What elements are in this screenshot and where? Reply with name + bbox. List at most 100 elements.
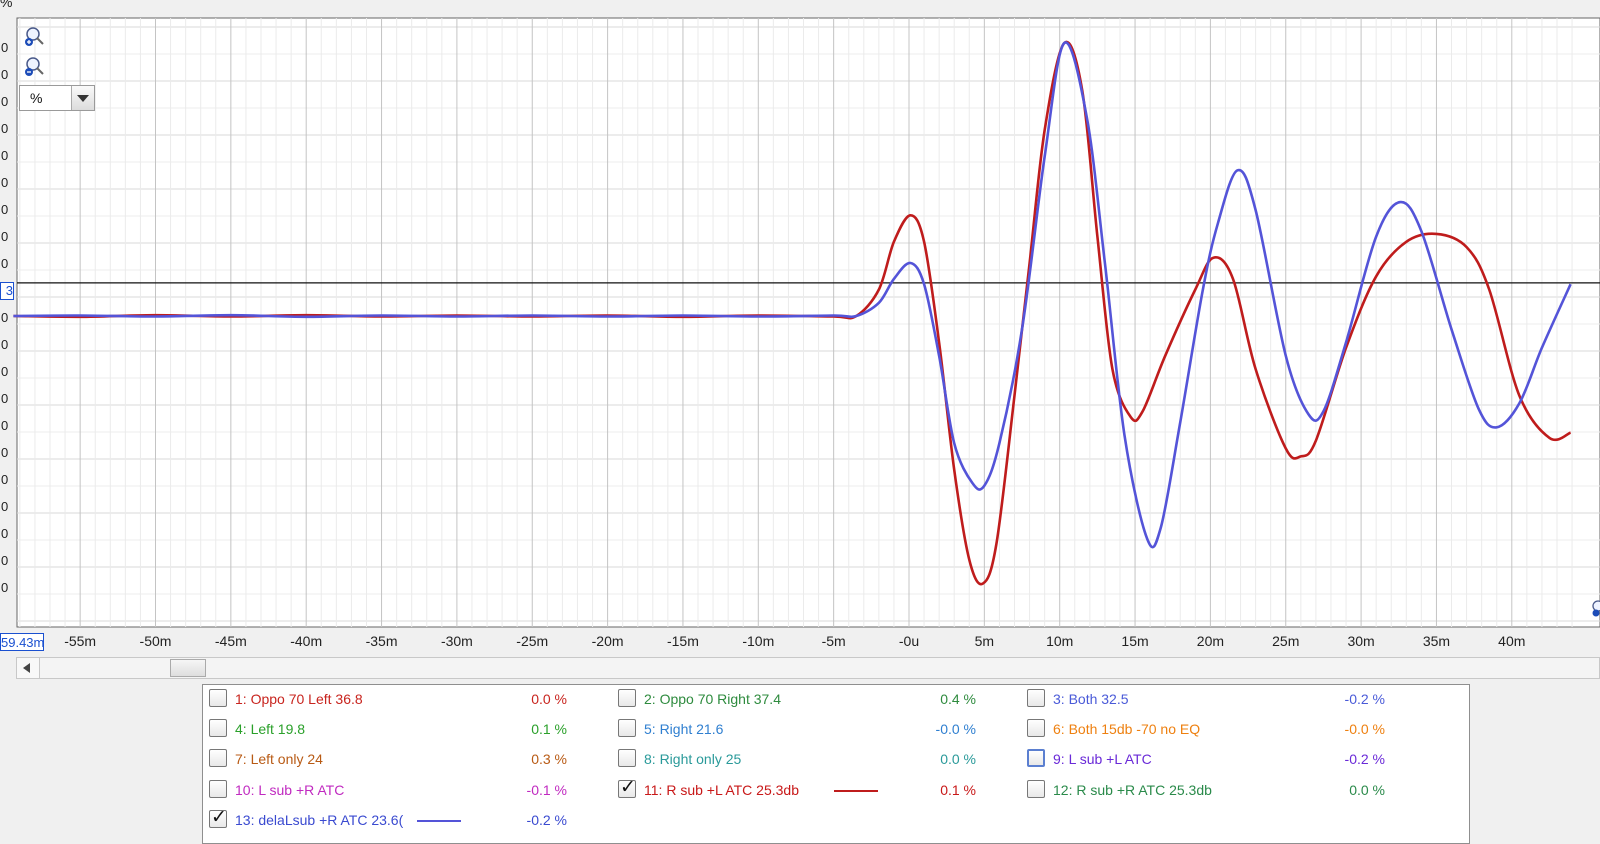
x-tick-label: -5m	[822, 633, 846, 649]
x-min-readout[interactable]: 59.43m	[0, 633, 44, 651]
x-axis-ticks: -55m-50m-45m-40m-35m-30m-25m-20m-15m-10m…	[64, 633, 1525, 649]
legend-color-swatch	[834, 790, 878, 792]
legend-item-value: -0.2 %	[1315, 751, 1385, 767]
legend-item[interactable]: 2: Oppo 70 Right 37.4 0.4 %	[612, 685, 1012, 713]
legend-item-value: 0.0 %	[497, 691, 567, 707]
legend-color-swatch	[417, 820, 461, 822]
y-tick-label: 0	[1, 553, 8, 568]
y-tick-label: 0	[1, 526, 8, 541]
legend-item[interactable]: 9: L sub +L ATC -0.2 %	[1021, 745, 1421, 773]
legend-item-value: -0.2 %	[1315, 691, 1385, 707]
chevron-down-icon[interactable]	[71, 86, 94, 110]
legend-item-label: 9: L sub +L ATC	[1053, 751, 1152, 767]
x-tick-label: 15m	[1121, 633, 1148, 649]
horizontal-scrollbar[interactable]	[16, 657, 1600, 679]
y-tick-label: 0	[1, 445, 8, 460]
legend-item-label: 12: R sub +R ATC 25.3db	[1053, 782, 1212, 798]
legend-item-label: 5: Right 21.6	[644, 721, 723, 737]
y-tick-label: 0	[1, 472, 8, 487]
legend-item-value: 0.1 %	[906, 782, 976, 798]
unit-dropdown[interactable]: %	[19, 85, 95, 111]
x-tick-label: -45m	[215, 633, 247, 649]
x-tick-label: -0u	[899, 633, 919, 649]
legend-item-value: -0.2 %	[497, 812, 567, 828]
unit-dropdown-value: %	[30, 90, 42, 106]
x-tick-label: -35m	[366, 633, 398, 649]
y-axis-unit-label: %	[0, 0, 12, 10]
x-tick-label: -50m	[140, 633, 172, 649]
y-tick-label: 0	[1, 580, 8, 595]
y-tick-label: 0	[1, 175, 8, 190]
legend-item[interactable]: 10: L sub +R ATC-0.1 %	[203, 776, 603, 804]
legend-checkbox[interactable]	[1027, 780, 1045, 798]
legend-checkbox[interactable]	[209, 689, 227, 707]
scroll-left-icon[interactable]	[17, 658, 40, 678]
x-tick-label: 5m	[975, 633, 994, 649]
legend-item-value: 0.4 %	[906, 691, 976, 707]
checkmark-icon: ✓	[620, 777, 636, 797]
checkmark-icon: ✓	[211, 807, 227, 827]
x-tick-label: -40m	[290, 633, 322, 649]
y-tick-label: 0	[1, 148, 8, 163]
legend-item-label: 4: Left 19.8	[235, 721, 305, 737]
legend-item-value: 0.0 %	[906, 751, 976, 767]
x-tick-label: -25m	[516, 633, 548, 649]
legend-item-label: 13: delaLsub +R ATC 23.6(	[235, 812, 403, 828]
y-tick-label: 0	[1, 202, 8, 217]
legend-checkbox[interactable]	[209, 749, 227, 767]
scroll-thumb[interactable]	[170, 659, 206, 677]
x-tick-label: -10m	[742, 633, 774, 649]
y-tick-label: 0	[1, 121, 8, 136]
legend-item-label: 8: Right only 25	[644, 751, 741, 767]
legend-item[interactable]: 3: Both 32.5 -0.2 %	[1021, 685, 1421, 713]
x-tick-label: -55m	[64, 633, 96, 649]
legend-checkbox[interactable]	[1027, 689, 1045, 707]
y-tick-label: 0	[1, 310, 8, 325]
legend-checkbox[interactable]	[209, 719, 227, 737]
corner-zoom-icon[interactable]	[1593, 601, 1600, 617]
legend-checkbox[interactable]	[618, 689, 636, 707]
legend-item[interactable]: ✓ 11: R sub +L ATC 25.3db 0.1 %	[612, 776, 1012, 804]
legend-item[interactable]: ✓ 13: delaLsub +R ATC 23.6( -0.2 %	[203, 806, 603, 834]
x-tick-label: 30m	[1347, 633, 1374, 649]
legend-checkbox[interactable]	[1027, 719, 1045, 737]
y-tick-label: 0	[1, 67, 8, 82]
legend-item-value: 0.3 %	[497, 751, 567, 767]
legend-checkbox[interactable]: ✓	[618, 780, 636, 798]
y-tick-label: 0	[1, 418, 8, 433]
legend-checkbox[interactable]	[618, 719, 636, 737]
legend-item[interactable]: 5: Right 21.6 -0.0 %	[612, 715, 1012, 743]
legend-item-label: 1: Oppo 70 Left 36.8	[235, 691, 363, 707]
legend-item-value: 0.0 %	[1315, 782, 1385, 798]
y-marker-readout[interactable]: 3	[0, 282, 14, 300]
legend-item-label: 3: Both 32.5	[1053, 691, 1129, 707]
legend-item-value: -0.0 %	[906, 721, 976, 737]
legend-item[interactable]: 8: Right only 25 0.0 %	[612, 745, 1012, 773]
legend-checkbox[interactable]	[1027, 749, 1045, 767]
y-tick-label: 0	[1, 337, 8, 352]
y-tick-label: 0	[1, 499, 8, 514]
y-tick-label: 0	[1, 256, 8, 271]
legend-checkbox[interactable]	[618, 749, 636, 767]
legend-item-label: 11: R sub +L ATC 25.3db	[644, 782, 799, 798]
y-tick-label: 0	[1, 364, 8, 379]
y-tick-label: 0	[1, 40, 8, 55]
y-tick-label: 0	[1, 391, 8, 406]
legend-item[interactable]: 6: Both 15db -70 no EQ-0.0 %	[1021, 715, 1421, 743]
legend-checkbox[interactable]: ✓	[209, 810, 227, 828]
legend-item-label: 2: Oppo 70 Right 37.4	[644, 691, 781, 707]
x-tick-label: 20m	[1197, 633, 1224, 649]
x-tick-label: 25m	[1272, 633, 1299, 649]
legend-item[interactable]: 1: Oppo 70 Left 36.8 0.0 %	[203, 685, 603, 713]
x-tick-label: -15m	[667, 633, 699, 649]
legend-checkbox[interactable]	[209, 780, 227, 798]
x-tick-label: 35m	[1423, 633, 1450, 649]
x-tick-label: 10m	[1046, 633, 1073, 649]
y-tick-label: 0	[1, 229, 8, 244]
plot-area	[17, 18, 1600, 627]
legend-item[interactable]: 12: R sub +R ATC 25.3db 0.0 %	[1021, 776, 1421, 804]
legend-item-label: 6: Both 15db -70 no EQ	[1053, 721, 1200, 737]
